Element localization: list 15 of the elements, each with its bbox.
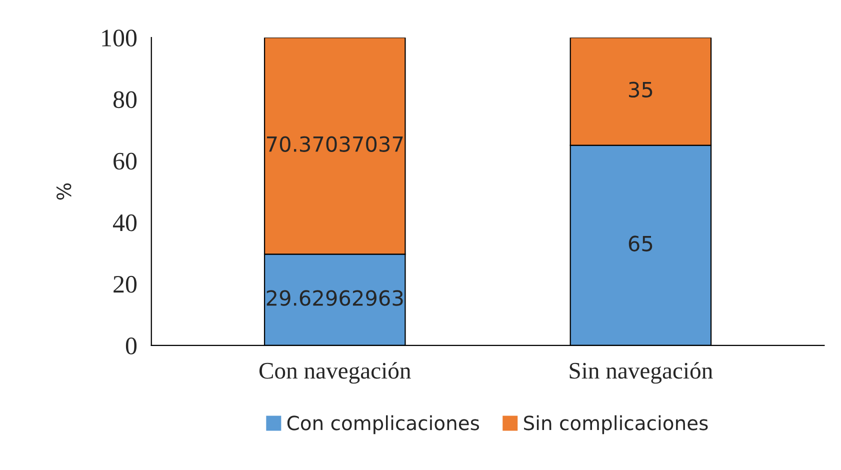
y-tick-label: 100	[102, 30, 137, 47]
legend-label: Con complicaciones	[287, 415, 480, 434]
data-label: 29.62962963	[266, 290, 403, 306]
x-tick-label: Sin navegación	[570, 362, 713, 384]
data-label: 65	[628, 236, 652, 252]
y-tick-label: 60	[114, 152, 137, 170]
x-tick-label: Con navegación	[259, 362, 411, 384]
y-tick-label: 20	[114, 276, 137, 293]
y-tick-label: 80	[113, 91, 137, 108]
legend-label: Sin complicaciones	[524, 415, 708, 434]
data-label: 35	[629, 82, 652, 98]
y-axis-title: %	[56, 183, 72, 200]
y-tick-label: 0	[126, 338, 137, 354]
data-label: 70.37037037	[266, 136, 403, 152]
y-tick-label: 40	[112, 214, 137, 232]
